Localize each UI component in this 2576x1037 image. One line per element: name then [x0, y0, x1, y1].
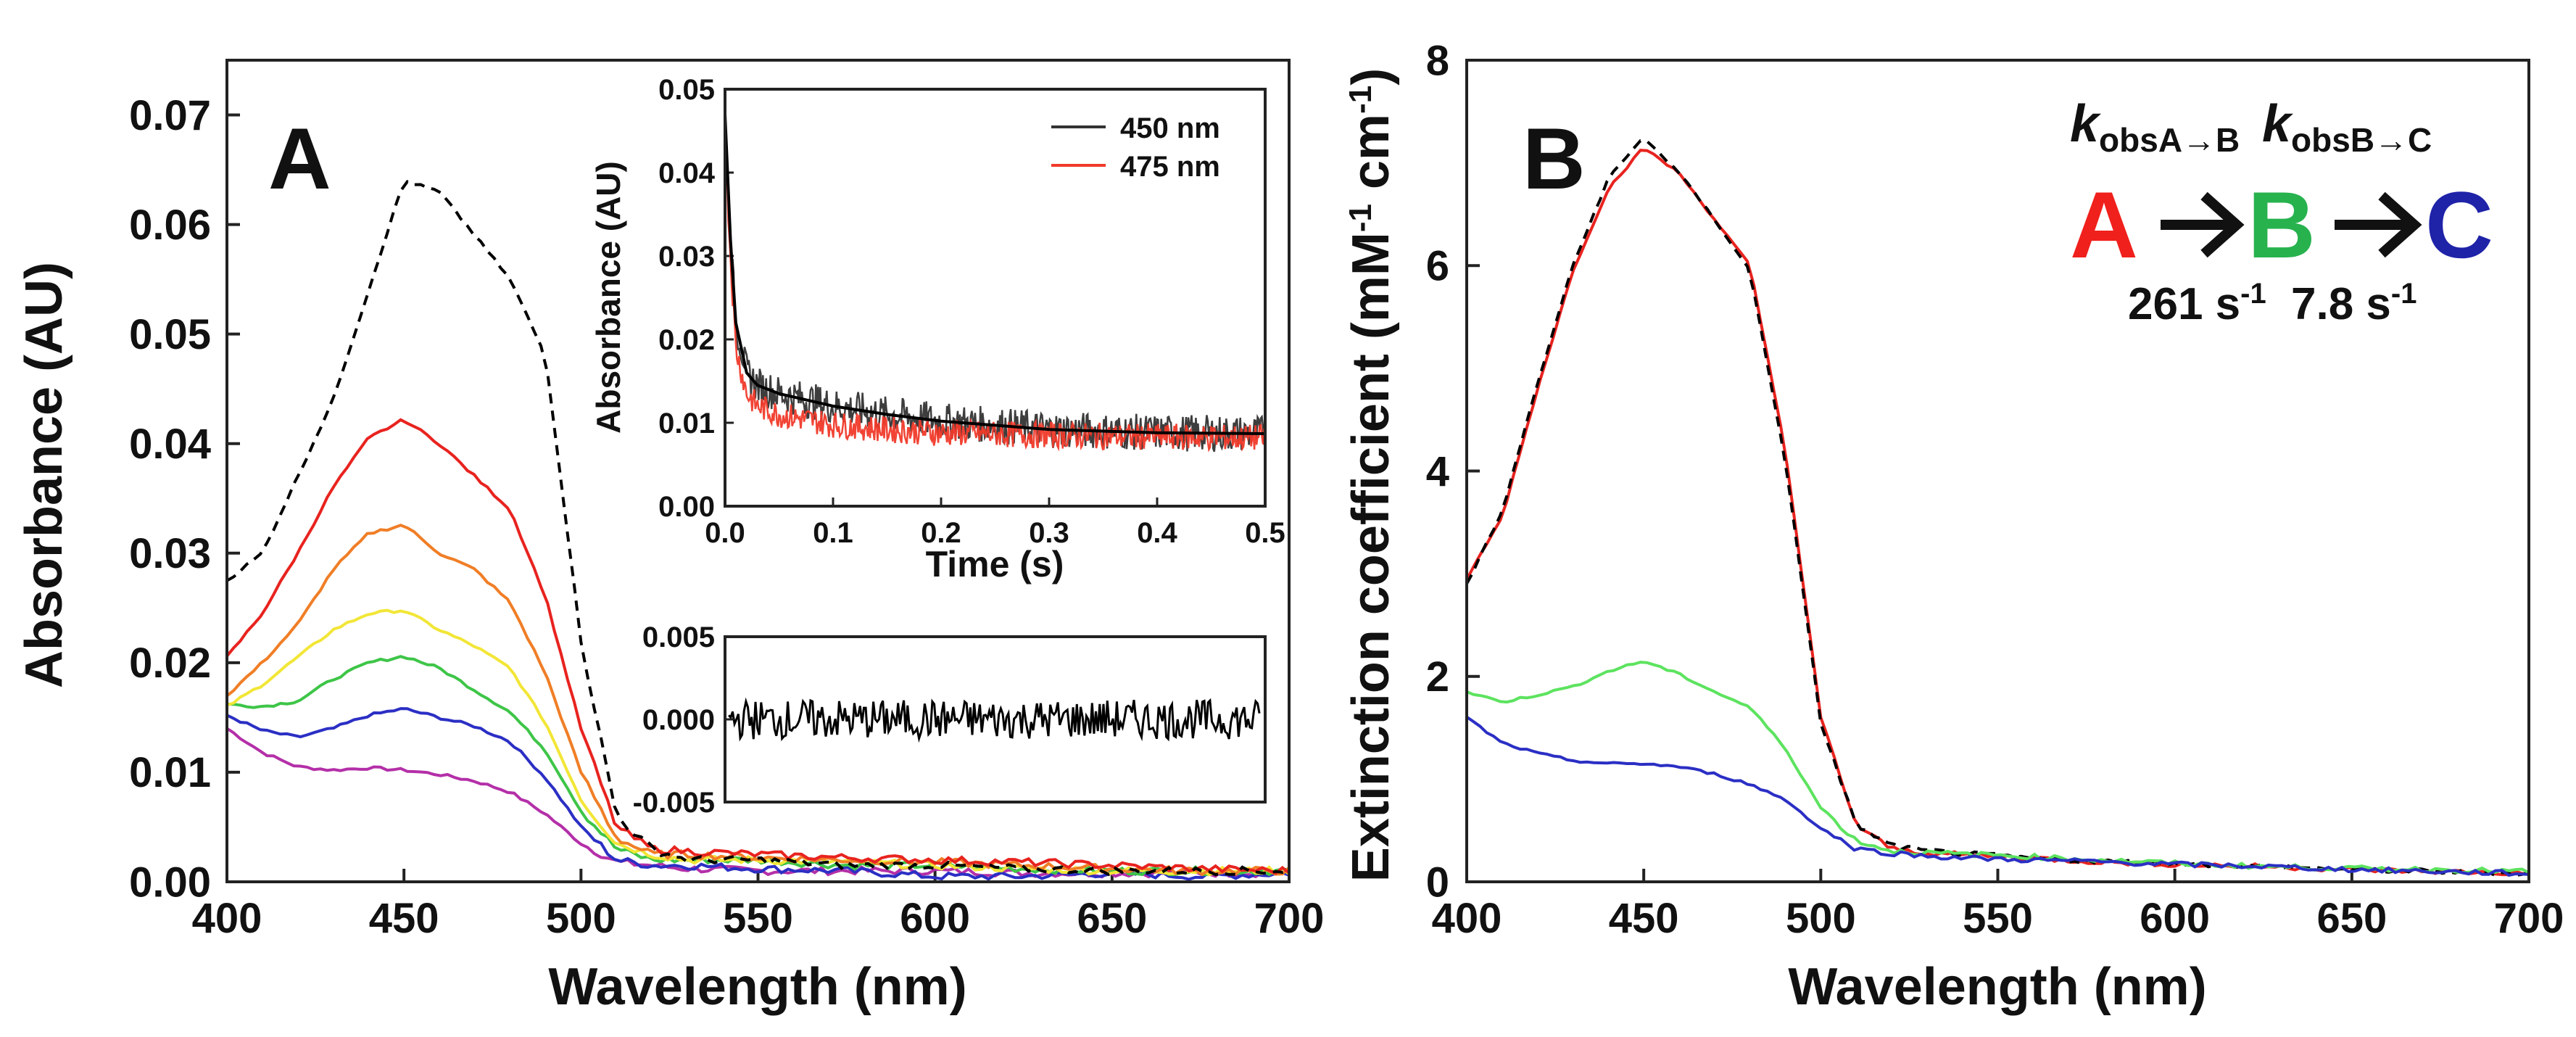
rate-value-1: 261 s-1 — [2128, 278, 2266, 329]
x-tick-label: 450 — [369, 895, 439, 942]
panel-a-y-axis-title: Absorbance (AU) — [15, 262, 73, 688]
spectrum-line-fit-dashed- — [1465, 139, 2530, 877]
species-a: A — [2070, 172, 2138, 278]
y-tick-label: 0.03 — [129, 530, 211, 577]
inset-kinetics: 0.0 0.1 0.2 0.3 0.4 0.5 0.00 0.01 0.02 0.03 0.04 0.… — [589, 74, 1285, 584]
y-tick-label: 0.05 — [129, 311, 211, 358]
spectrum-line-c-blue- — [1465, 716, 2530, 877]
y-tick-label: 0.00 — [658, 491, 715, 523]
rate-value-2: 7.8 s-1 — [2291, 278, 2416, 329]
panel-a-letter: A — [268, 110, 331, 207]
legend-label-450: 450 nm — [1120, 112, 1220, 144]
spectrum-line-red — [225, 418, 1291, 875]
x-tick-label: 0.4 — [1137, 517, 1177, 549]
y-tick-label: 0.03 — [658, 241, 715, 273]
y-tick-label: 0.04 — [658, 157, 716, 189]
inset-y-axis-title: Absorbance (AU) — [589, 161, 627, 434]
species-b: B — [2248, 172, 2316, 278]
panel-a-tick-labels: 400 450 500 550 600 650 700 0.00 0.01 0.02 0.03 0.0… — [129, 92, 1324, 942]
inset-legend: 450 nm 475 nm — [1051, 112, 1220, 183]
x-tick-label: 450 — [1609, 895, 1679, 942]
x-tick-label: 0.5 — [1245, 517, 1285, 549]
x-tick-label: 650 — [1077, 895, 1147, 942]
y-tick-label: 0.00 — [129, 859, 211, 906]
y-tick-label: 0.04 — [129, 421, 211, 468]
panel-b: 400 450 500 550 600 650 700 0 2 4 6 8 B Wavelength … — [1342, 37, 2564, 1016]
x-tick-label: 650 — [2316, 895, 2387, 942]
panel-a-frame — [225, 59, 1291, 883]
panel-b-tick-labels: 400 450 500 550 600 650 700 0 2 4 6 8 — [1426, 37, 2564, 942]
x-tick-label: 0.2 — [921, 517, 961, 549]
spectrum-line-orange — [225, 524, 1291, 877]
kinetic-scheme: kobsA→B kobsB→C A B C 261 s-1 7.8 s-1 — [2070, 95, 2493, 329]
residual-y-tick-label: 0.000 — [642, 704, 715, 736]
x-tick-label: 550 — [1963, 895, 2033, 942]
x-tick-label: 400 — [192, 895, 262, 942]
y-tick-label: 0.01 — [658, 408, 715, 439]
spectrum-line-a-red- — [1465, 149, 2530, 877]
panel-b-y-axis-title: Extinction coefficient (mM-1 cm-1) — [1342, 68, 1400, 882]
residual-line — [728, 697, 1261, 743]
y-tick-label: 0.01 — [129, 749, 211, 796]
panel-b-ticks — [1465, 59, 2530, 883]
x-tick-label: 700 — [2494, 895, 2564, 942]
y-tick-label: 6 — [1426, 243, 1449, 290]
panel-b-x-axis-title: Wavelength (nm) — [1788, 958, 2206, 1016]
panel-a-x-axis-title: Wavelength (nm) — [548, 958, 966, 1016]
y-tick-label: 2 — [1426, 653, 1449, 701]
species-c: C — [2425, 172, 2493, 278]
legend-label-475: 475 nm — [1120, 151, 1220, 183]
arrow-a-to-b-icon — [2161, 191, 2245, 258]
residual-y-tick-label: -0.005 — [633, 787, 715, 819]
y-tick-label: 0 — [1426, 859, 1449, 906]
panel-a-ticks — [225, 113, 1291, 883]
residuals-ticks: -0.005 0.000 0.005 — [633, 621, 734, 819]
y-tick-label: 0.02 — [129, 640, 211, 687]
arrow-b-to-c-icon — [2335, 191, 2422, 258]
rate-constant-2-label: kobsB→C — [2262, 95, 2432, 159]
x-tick-label: 500 — [1786, 895, 1856, 942]
panel-a: 400 450 500 550 600 650 7000.000.010.020.030.0… — [15, 59, 1324, 1016]
rate-constant-1-label: kobsA→B — [2070, 95, 2240, 159]
inset-tick-labels: 0.0 0.1 0.2 0.3 0.4 0.5 0.00 0.01 0.02 0.03 0.04 0.… — [658, 74, 1285, 549]
y-tick-label: 8 — [1426, 37, 1449, 84]
x-tick-label: 400 — [1432, 895, 1502, 942]
panel-b-frame — [1465, 59, 2530, 883]
y-tick-label: 0.06 — [129, 202, 211, 249]
x-tick-label: 0.1 — [813, 517, 853, 549]
spectrum-line-yellow — [226, 608, 1291, 877]
y-tick-label: 0.02 — [658, 324, 715, 356]
residual-y-tick-label: 0.005 — [642, 621, 715, 653]
inset-x-axis-title: Time (s) — [926, 544, 1064, 584]
spectrum-line-b-green- — [1466, 661, 2530, 875]
x-tick-label: 600 — [2140, 895, 2210, 942]
y-tick-label: 4 — [1426, 448, 1449, 495]
residuals-series — [728, 697, 1261, 743]
inset-residuals: -0.005 0.000 0.005 — [633, 621, 1267, 819]
inset-series — [724, 110, 1267, 453]
x-tick-label: 0.0 — [705, 517, 745, 549]
panel-a-series — [225, 179, 1291, 881]
panel-b-series — [1465, 139, 2530, 877]
spectrum-line-green — [226, 655, 1290, 877]
inset-frame — [724, 88, 1267, 508]
panel-b-letter: B — [1523, 110, 1586, 207]
y-tick-label: 0.07 — [129, 92, 211, 139]
x-tick-label: 550 — [723, 895, 793, 942]
x-tick-label: 600 — [900, 895, 970, 942]
spectrum-line-initial-dashed- — [226, 179, 1290, 877]
x-tick-label: 0.3 — [1029, 517, 1069, 549]
x-tick-label: 700 — [1254, 895, 1325, 942]
kinetic-fit-line — [724, 114, 1266, 435]
y-tick-label: 0.05 — [658, 74, 715, 106]
x-tick-label: 500 — [546, 895, 616, 942]
